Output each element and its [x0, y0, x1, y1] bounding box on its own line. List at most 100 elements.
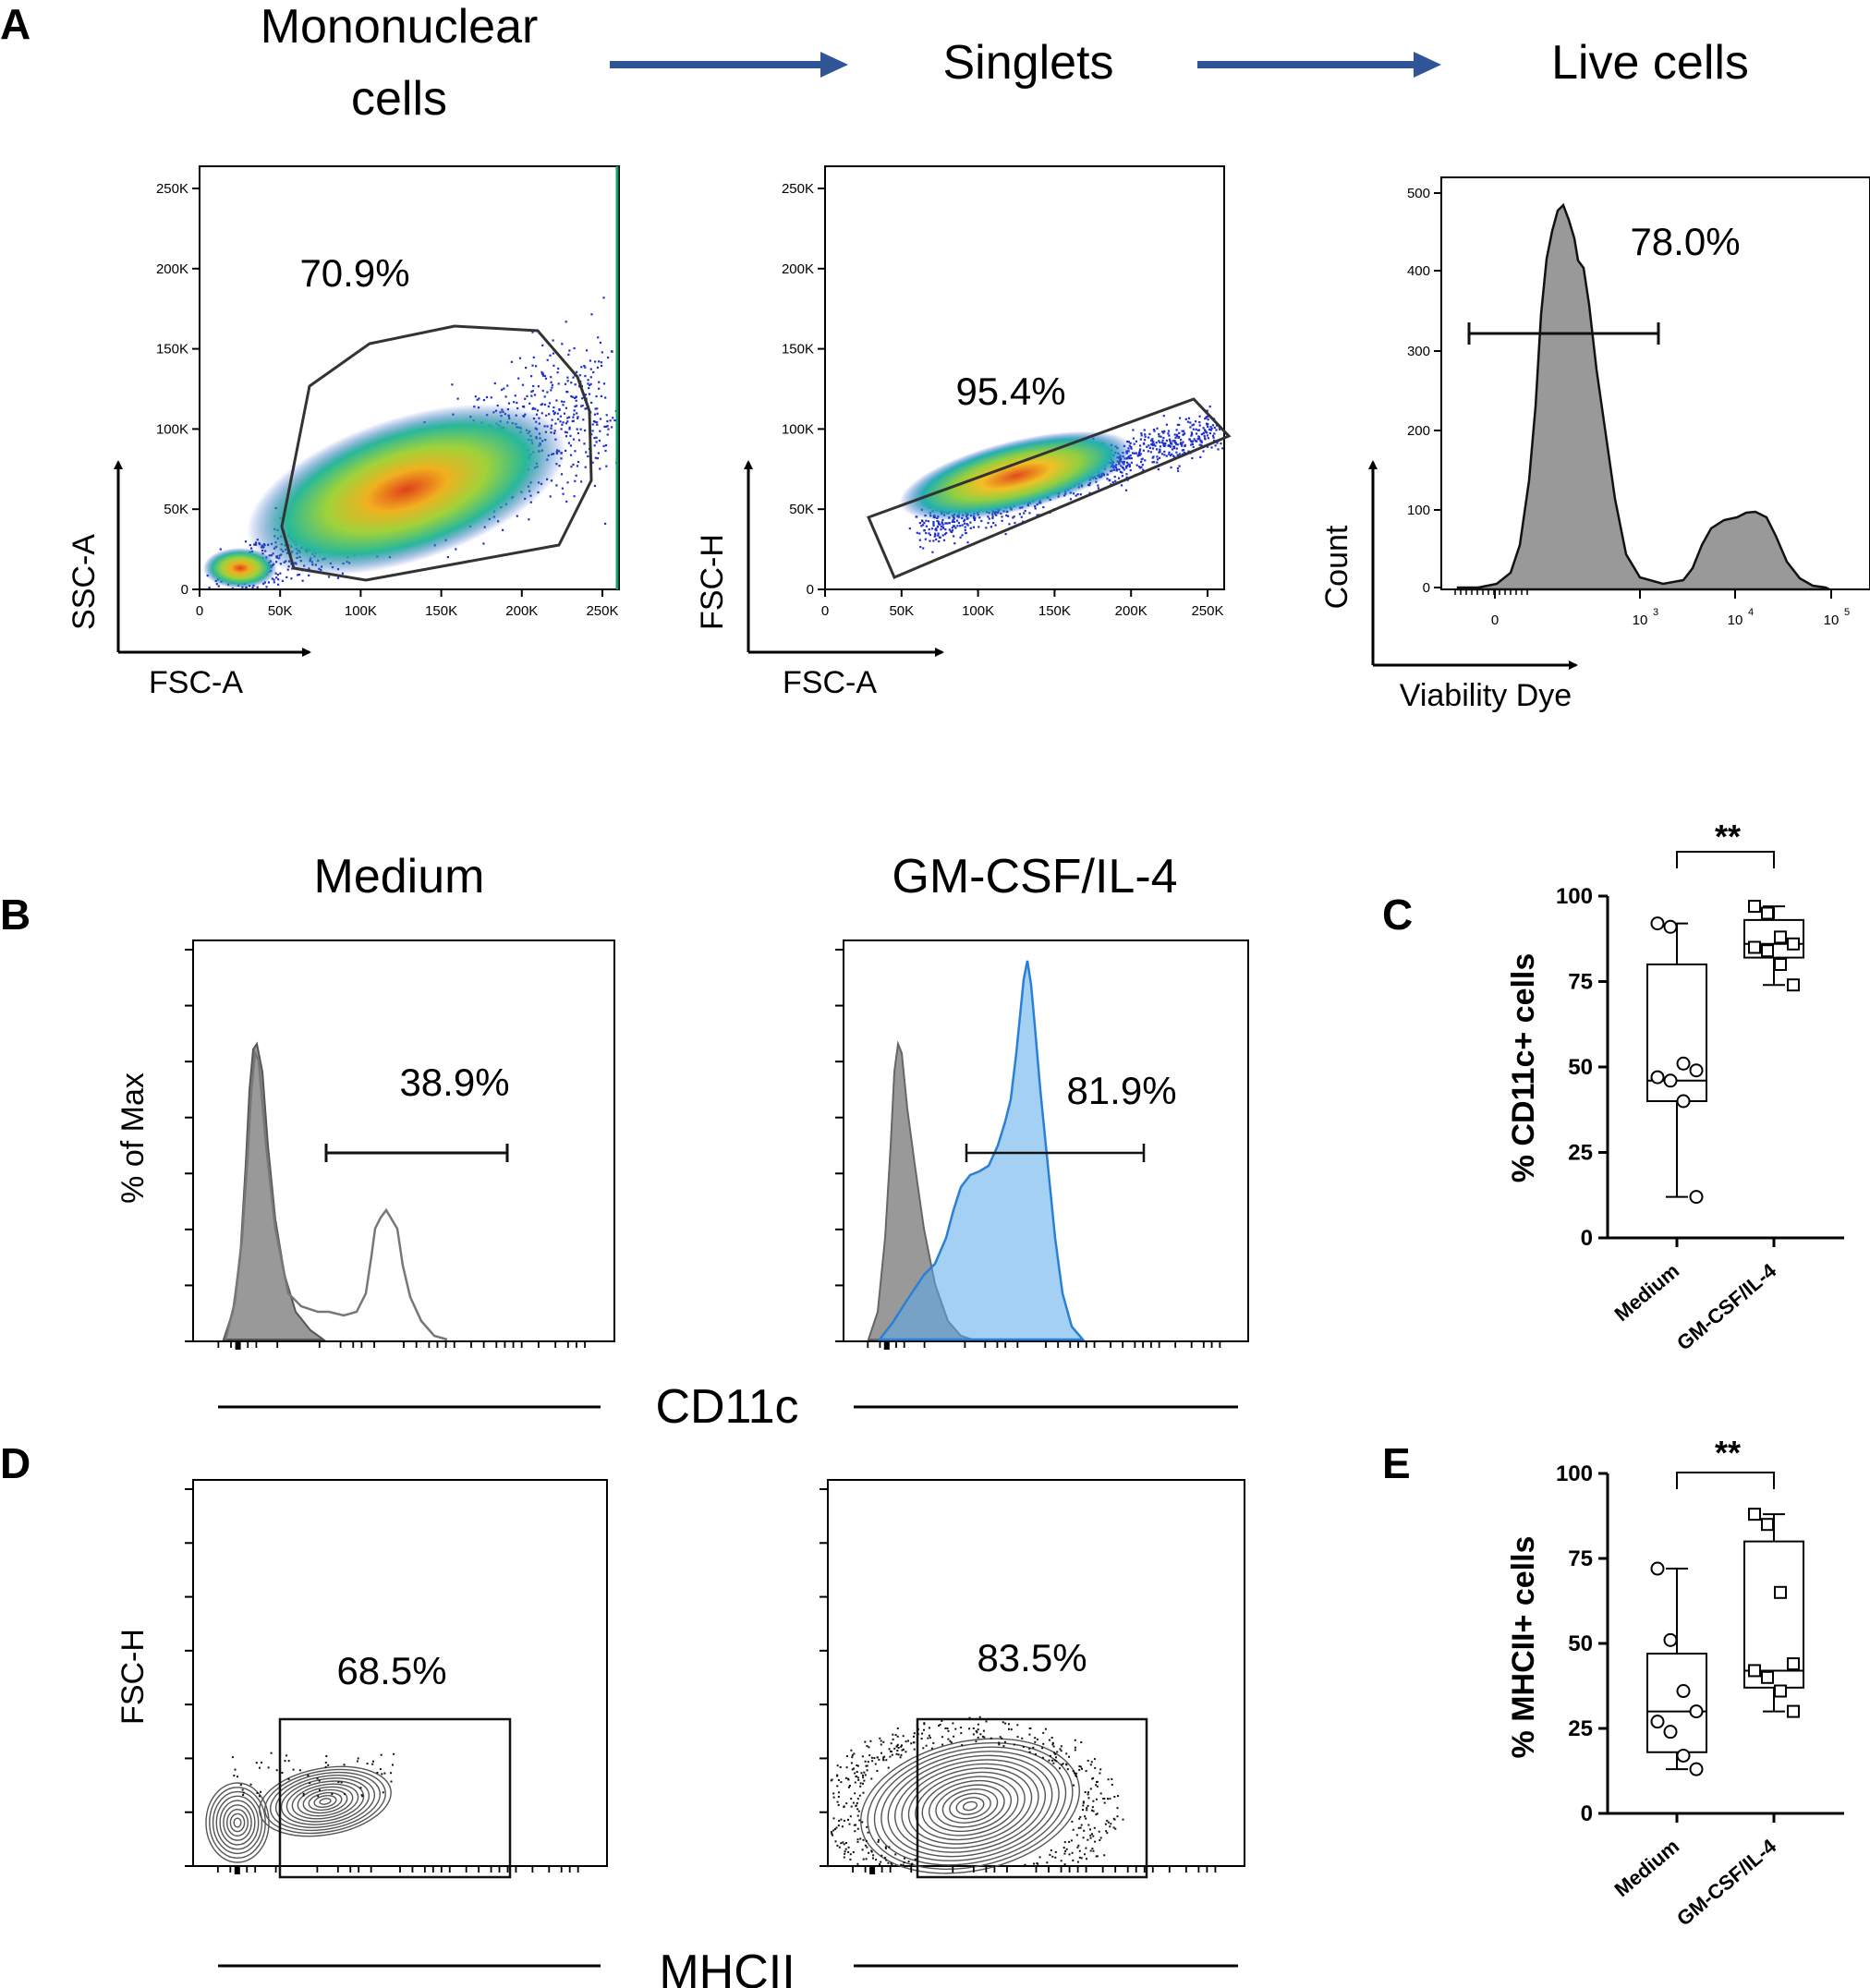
xtick-label: 10 — [1633, 612, 1648, 628]
ytick-label: 500 — [1407, 186, 1430, 201]
data-point-square — [1761, 1670, 1774, 1684]
ytick-label: 100 — [1407, 503, 1430, 518]
data-point-circle — [1676, 1056, 1691, 1071]
plot-d1-ticks — [185, 1488, 579, 1874]
xtick-label: 0 — [821, 603, 829, 619]
plot-a1-xlabel: FSC-A — [149, 665, 243, 700]
box-body — [1743, 918, 1804, 959]
plot-a2-density — [899, 406, 1224, 553]
plot-a3: 78.0% 500 400 300 200 100 0 0 10 3 10 4 10 5 Count V… — [1319, 176, 1870, 713]
plot-a2-gate-label: 95.4% — [955, 370, 1065, 413]
xtick-label: 250K — [586, 603, 618, 619]
plot-b2: 81.9% — [835, 939, 1249, 1350]
plot-a3-ticks: 500 400 300 200 100 0 0 10 3 10 4 10 5 — [1407, 186, 1850, 628]
ytick-label: 150K — [782, 342, 814, 358]
flow-arrow-2-head — [1414, 52, 1441, 78]
data-point-square — [1774, 1585, 1787, 1599]
box-ytick-label: 75 — [1568, 970, 1593, 995]
plot-b1-ticks — [185, 949, 586, 1350]
xtick-label: 10 — [1728, 612, 1743, 628]
ytick-label: 200K — [782, 261, 814, 277]
data-point-square — [1774, 1684, 1787, 1698]
plot-a3-xlabel: Viability Dye — [1400, 678, 1572, 713]
plot-b1-stain — [224, 1049, 448, 1341]
ytick-label: 200 — [1407, 423, 1430, 439]
data-point-square — [1774, 958, 1787, 971]
plot-a3-gate-label: 78.0% — [1630, 220, 1740, 263]
panel-b-title-medium: Medium — [314, 850, 485, 903]
box-category-label: GM-CSF/IL-4 — [1672, 1258, 1781, 1354]
data-point-square — [1761, 906, 1774, 920]
ytick-label: 250K — [782, 181, 814, 197]
data-point-circle — [1663, 1725, 1678, 1740]
data-point-square — [1774, 930, 1787, 944]
box-category-label: Medium — [1609, 1835, 1683, 1902]
data-point-square — [1787, 937, 1800, 951]
step-mononuclear-line1: Mononuclear — [261, 0, 539, 54]
xtick-label: 150K — [1038, 603, 1071, 619]
data-point-circle — [1650, 1561, 1665, 1576]
data-point-square — [1787, 1657, 1800, 1671]
ytick-label: 300 — [1407, 344, 1430, 359]
xtick-label: 50K — [268, 603, 293, 619]
plot-a1-ylabel: SSC-A — [67, 534, 102, 630]
xtick-label: 250K — [1191, 603, 1223, 619]
plot-c-sig: ** — [1715, 818, 1741, 855]
xtick-label: 50K — [889, 603, 914, 619]
mhcii-axis-label: MHCII — [659, 1946, 795, 1988]
plot-a1: 70.9% 250K 200K 150K 100K 50K 00 50K 100K 150K 20… — [67, 165, 620, 700]
ytick-label: 50K — [789, 502, 814, 517]
ytick-label: 200K — [156, 261, 188, 277]
panel-letter-a: A — [0, 0, 30, 48]
plot-d2-gate — [916, 1717, 1148, 1879]
xtick-exponent: 5 — [1844, 607, 1850, 618]
plot-d2-frame — [827, 1479, 1245, 1867]
box-ytick-label: 50 — [1568, 1631, 1593, 1656]
plot-a2: 95.4% 250K 200K 150K 100K 50K 00 50K 100K 150K 20… — [695, 165, 1232, 700]
xtick-label: 0 — [196, 603, 203, 619]
plot-b2-ticks — [835, 949, 1221, 1350]
plot-e-sig: ** — [1715, 1434, 1741, 1472]
plot-a3-frame — [1440, 176, 1870, 590]
xtick-exponent: 4 — [1748, 607, 1754, 618]
cd11c-axis-label: CD11c — [655, 1380, 798, 1434]
plot-a1-gate-label: 70.9% — [299, 251, 409, 295]
box-ytick-label: 75 — [1568, 1546, 1593, 1571]
panel-d-ylabel: FSC-H — [115, 1629, 151, 1725]
plot-c-ylabel: % CD11c+ cells — [1506, 953, 1541, 1183]
plot-b2-stain — [877, 960, 1086, 1341]
data-point-circle — [1676, 1748, 1691, 1763]
data-point-circle — [1689, 1762, 1704, 1776]
panel-letter-c: C — [1382, 891, 1413, 939]
step-mononuclear-line2: cells — [351, 72, 447, 126]
plot-a2-gate — [866, 397, 1232, 579]
xtick-label: 200K — [1115, 603, 1148, 619]
ytick-label: 100K — [156, 421, 188, 437]
plot-b1: 38.9% — [185, 939, 615, 1350]
panel-b-ylabel: % of Max — [115, 1073, 151, 1204]
ytick-label: 0 — [1423, 580, 1430, 596]
data-point-circle — [1663, 919, 1678, 934]
data-point-square — [1748, 1664, 1761, 1678]
data-point-square — [1761, 1518, 1774, 1532]
plot-d1-gate — [278, 1717, 512, 1879]
plot-a2-frame — [824, 165, 1225, 590]
plot-a2-ylabel: FSC-H — [695, 534, 730, 630]
plot-d1-gate-label: 68.5% — [336, 1649, 446, 1692]
panel-letter-e: E — [1382, 1439, 1411, 1487]
plot-a1-density — [203, 166, 619, 590]
plot-a2-xlabel: FSC-A — [783, 665, 877, 700]
ytick-label: 250K — [156, 181, 188, 197]
panel-b-title-gmcsf: GM-CSF/IL-4 — [892, 850, 1177, 903]
plot-e-ylabel: % MHCII+ cells — [1506, 1536, 1541, 1759]
ytick-label: 150K — [156, 342, 188, 358]
data-point-square — [1748, 1508, 1761, 1521]
plot-d1: 68.5% — [185, 1479, 608, 1879]
flow-arrow-1-head — [820, 52, 848, 78]
panel-letter-d: D — [0, 1439, 30, 1487]
box-ytick-label: 25 — [1568, 1141, 1593, 1166]
data-point-circle — [1663, 1073, 1678, 1088]
box-ytick-label: 100 — [1556, 1461, 1593, 1486]
